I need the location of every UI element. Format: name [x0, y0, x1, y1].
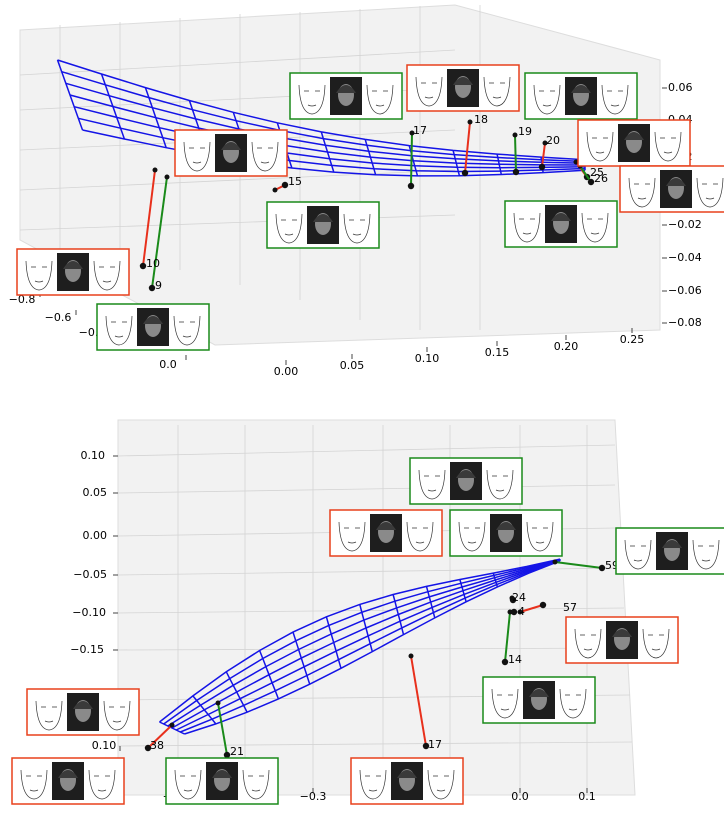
point-label: 38	[150, 739, 164, 752]
y-tick-label: −0.6	[45, 311, 72, 324]
point-label: 24	[512, 591, 526, 604]
face-thumbnail	[410, 458, 522, 504]
face-thumbnail	[505, 201, 617, 247]
face-thumbnail	[450, 510, 562, 556]
y-tick-label: 0.0	[159, 358, 177, 371]
x-tick-label: 0.0	[511, 790, 529, 803]
x-tick-label: −0.3	[300, 790, 327, 803]
x-tick-label: 0.05	[340, 359, 365, 372]
labeled-point	[539, 164, 545, 170]
face-thumbnail	[27, 689, 139, 735]
y-tick-label: 0.10	[92, 739, 117, 752]
x-tick-label: 0.10	[415, 352, 440, 365]
connector	[515, 135, 516, 172]
face-thumbnail	[620, 166, 724, 212]
point-label: 9	[155, 279, 162, 292]
surface-point	[165, 175, 170, 180]
point-label: 14	[508, 653, 522, 666]
point-label: 19	[518, 125, 532, 138]
face-thumbnail	[578, 120, 690, 166]
face-thumbnail	[566, 617, 678, 663]
point-label: 18	[474, 113, 488, 126]
x-tick-label: 0.25	[620, 333, 645, 346]
z-tick-label: 0.00	[83, 529, 108, 542]
labeled-point	[408, 183, 414, 189]
labeled-point	[540, 602, 546, 608]
face-thumbnail	[407, 65, 519, 111]
x-tick-label: 0.1	[578, 790, 596, 803]
face-thumbnail	[525, 73, 637, 119]
z-tick-label: −0.02	[668, 218, 702, 231]
face-thumbnail	[267, 202, 379, 248]
point-label: 57	[563, 601, 577, 614]
surface-point	[513, 133, 518, 138]
z-tick-label: −0.08	[668, 316, 702, 329]
point-label: 20	[546, 134, 560, 147]
z-tick-label: 0.06	[668, 81, 693, 94]
z-tick-label: 0.05	[83, 486, 108, 499]
surface-point	[553, 560, 558, 565]
z-tick-label: 0.10	[81, 449, 106, 462]
surface-point	[153, 168, 158, 173]
labeled-point	[462, 170, 468, 176]
point-label: 17	[413, 124, 427, 137]
face-thumbnail	[97, 304, 209, 350]
x-tick-label: 0.20	[554, 340, 579, 353]
x-tick-label: 0.00	[274, 365, 299, 378]
z-tick-label: −0.05	[73, 568, 107, 581]
z-tick-label: −0.04	[668, 251, 702, 264]
face-thumbnail	[175, 130, 287, 176]
face-thumbnail	[616, 528, 724, 574]
face-thumbnail	[290, 73, 402, 119]
face-thumbnail	[17, 249, 129, 295]
point-label: 21	[230, 745, 244, 758]
point-label: 4	[518, 605, 525, 618]
surface-point	[216, 701, 221, 706]
face-thumbnail	[483, 677, 595, 723]
z-tick-label: −0.15	[70, 643, 104, 656]
surface-point	[409, 654, 414, 659]
z-tick-label: −0.10	[72, 606, 106, 619]
connector	[411, 133, 412, 186]
x-tick-label: 0.15	[485, 346, 510, 359]
surface-point	[273, 188, 278, 193]
point-label: 10	[146, 257, 160, 270]
surface-point	[170, 723, 175, 728]
point-label: 15	[288, 175, 302, 188]
point-label: 17	[428, 738, 442, 751]
surface-point	[468, 120, 473, 125]
z-tick-label: −0.06	[668, 284, 702, 297]
labeled-point	[513, 169, 519, 175]
point-label: 26	[594, 172, 608, 185]
face-thumbnail	[12, 758, 124, 804]
face-thumbnail	[166, 758, 278, 804]
labeled-point	[511, 609, 517, 615]
face-thumbnail	[330, 510, 442, 556]
figure: 0.000.050.100.150.200.25−0.8−0.6−0.40.00…	[0, 0, 724, 829]
face-thumbnail	[351, 758, 463, 804]
